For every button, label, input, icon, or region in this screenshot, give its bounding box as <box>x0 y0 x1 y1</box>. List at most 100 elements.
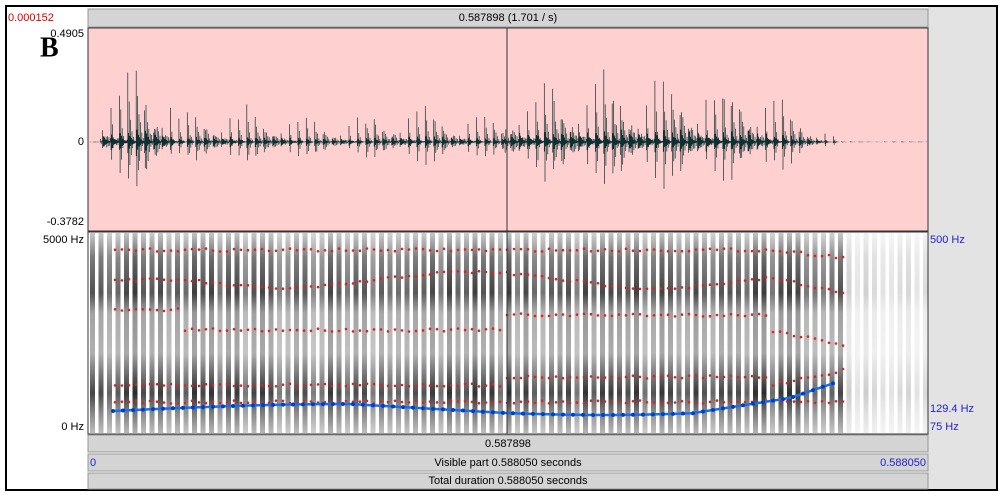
formant-dot <box>372 248 376 251</box>
pitch-point <box>601 412 605 417</box>
formant-dot <box>575 401 579 404</box>
pitch-point <box>641 412 645 417</box>
formant-dot <box>351 282 355 285</box>
total-bar[interactable] <box>87 472 929 490</box>
formant-dot <box>323 249 327 252</box>
formant-dot <box>491 382 495 386</box>
formant-dot <box>498 400 502 404</box>
formant-dot <box>218 329 222 333</box>
formant-dot <box>344 399 348 403</box>
formant-dot <box>281 383 285 387</box>
formant-dot <box>554 249 558 252</box>
formant-dot <box>155 277 159 281</box>
formant-dot <box>589 250 593 253</box>
spectral-stripe <box>294 233 299 433</box>
spectral-stripe <box>396 233 401 433</box>
formant-dot <box>701 248 705 251</box>
formant-dot <box>827 373 831 377</box>
formant-dot <box>764 314 768 317</box>
spectral-stripe <box>523 233 529 433</box>
formant-dot <box>701 315 705 318</box>
formant-dot <box>176 307 180 310</box>
spectral-stripe <box>370 233 376 433</box>
top-bar[interactable] <box>87 8 929 28</box>
pitch-point <box>681 411 685 416</box>
formant-dot <box>428 400 432 403</box>
formant-dot <box>722 375 726 379</box>
spectral-stripe <box>166 233 172 433</box>
formant-dot <box>183 248 187 251</box>
formant-dot <box>218 383 222 386</box>
formant-dot <box>323 283 327 287</box>
pitch-point <box>191 405 195 410</box>
visible-bar[interactable] <box>87 453 929 472</box>
formant-dot <box>729 247 733 250</box>
formant-dot <box>232 247 236 251</box>
formant-dot <box>400 247 404 251</box>
formant-dot <box>190 399 194 403</box>
formant-dot <box>785 331 789 335</box>
formant-dot <box>400 383 404 387</box>
formant-dot <box>757 278 761 282</box>
formant-dot <box>288 328 292 332</box>
formant-dot <box>771 249 775 253</box>
formant-dot <box>729 400 733 404</box>
pitch-point <box>211 404 215 409</box>
formant-dot <box>204 281 208 285</box>
formant-dot <box>589 399 593 403</box>
formant-dot <box>547 376 551 380</box>
formant-dot <box>736 250 740 253</box>
formant-dot <box>729 374 733 378</box>
spectrogram <box>90 233 928 433</box>
pitch-point <box>821 384 825 389</box>
formant-dot <box>456 270 460 273</box>
formant-dot <box>715 248 719 252</box>
formant-dot <box>827 341 831 345</box>
formant-dot <box>372 382 376 386</box>
formant-dot <box>764 248 768 251</box>
freq-top: 5000 Hz <box>43 234 84 246</box>
formant-dot <box>183 401 187 405</box>
formant-dot <box>750 249 754 253</box>
formant-dot <box>533 375 537 379</box>
pitch-point <box>711 407 715 412</box>
formant-dot <box>211 383 215 387</box>
formant-dot <box>232 327 236 331</box>
formant-dot <box>302 247 306 251</box>
formant-dot <box>155 308 159 312</box>
spectral-stripe <box>413 233 418 433</box>
formant-dot <box>260 384 264 387</box>
spectral-stripe <box>591 233 597 433</box>
cursor-bar[interactable] <box>87 434 929 453</box>
formant-dot <box>421 247 425 251</box>
formant-dot <box>211 400 215 403</box>
formant-dot <box>638 375 642 379</box>
formant-dot <box>540 399 544 403</box>
formant-dot <box>183 384 187 387</box>
formant-dot <box>246 248 250 252</box>
formant-dot <box>421 329 425 332</box>
spectral-stripe <box>90 233 95 433</box>
formant-dot <box>568 375 572 379</box>
formant-dot <box>169 279 173 282</box>
pitch-point <box>111 409 115 413</box>
formant-dot <box>148 382 152 386</box>
formant-dot <box>484 401 488 404</box>
spectral-stripe <box>736 233 741 433</box>
formant-dot <box>309 400 313 403</box>
spectral-stripe <box>651 233 656 433</box>
spectral-stripe <box>668 233 673 433</box>
formant-dot <box>624 375 628 379</box>
formant-dot <box>792 280 796 283</box>
pitch-point <box>161 406 165 411</box>
formant-dot <box>274 328 278 331</box>
pitch-point <box>351 402 355 407</box>
formant-dot <box>253 400 257 404</box>
formant-dot <box>568 280 572 283</box>
formant-dot <box>281 248 285 251</box>
formant-dot <box>463 248 467 251</box>
wave-min: -0.3782 <box>47 216 84 228</box>
formant-dot <box>554 313 558 317</box>
formant-dot <box>386 384 390 388</box>
formant-dot <box>659 375 663 379</box>
